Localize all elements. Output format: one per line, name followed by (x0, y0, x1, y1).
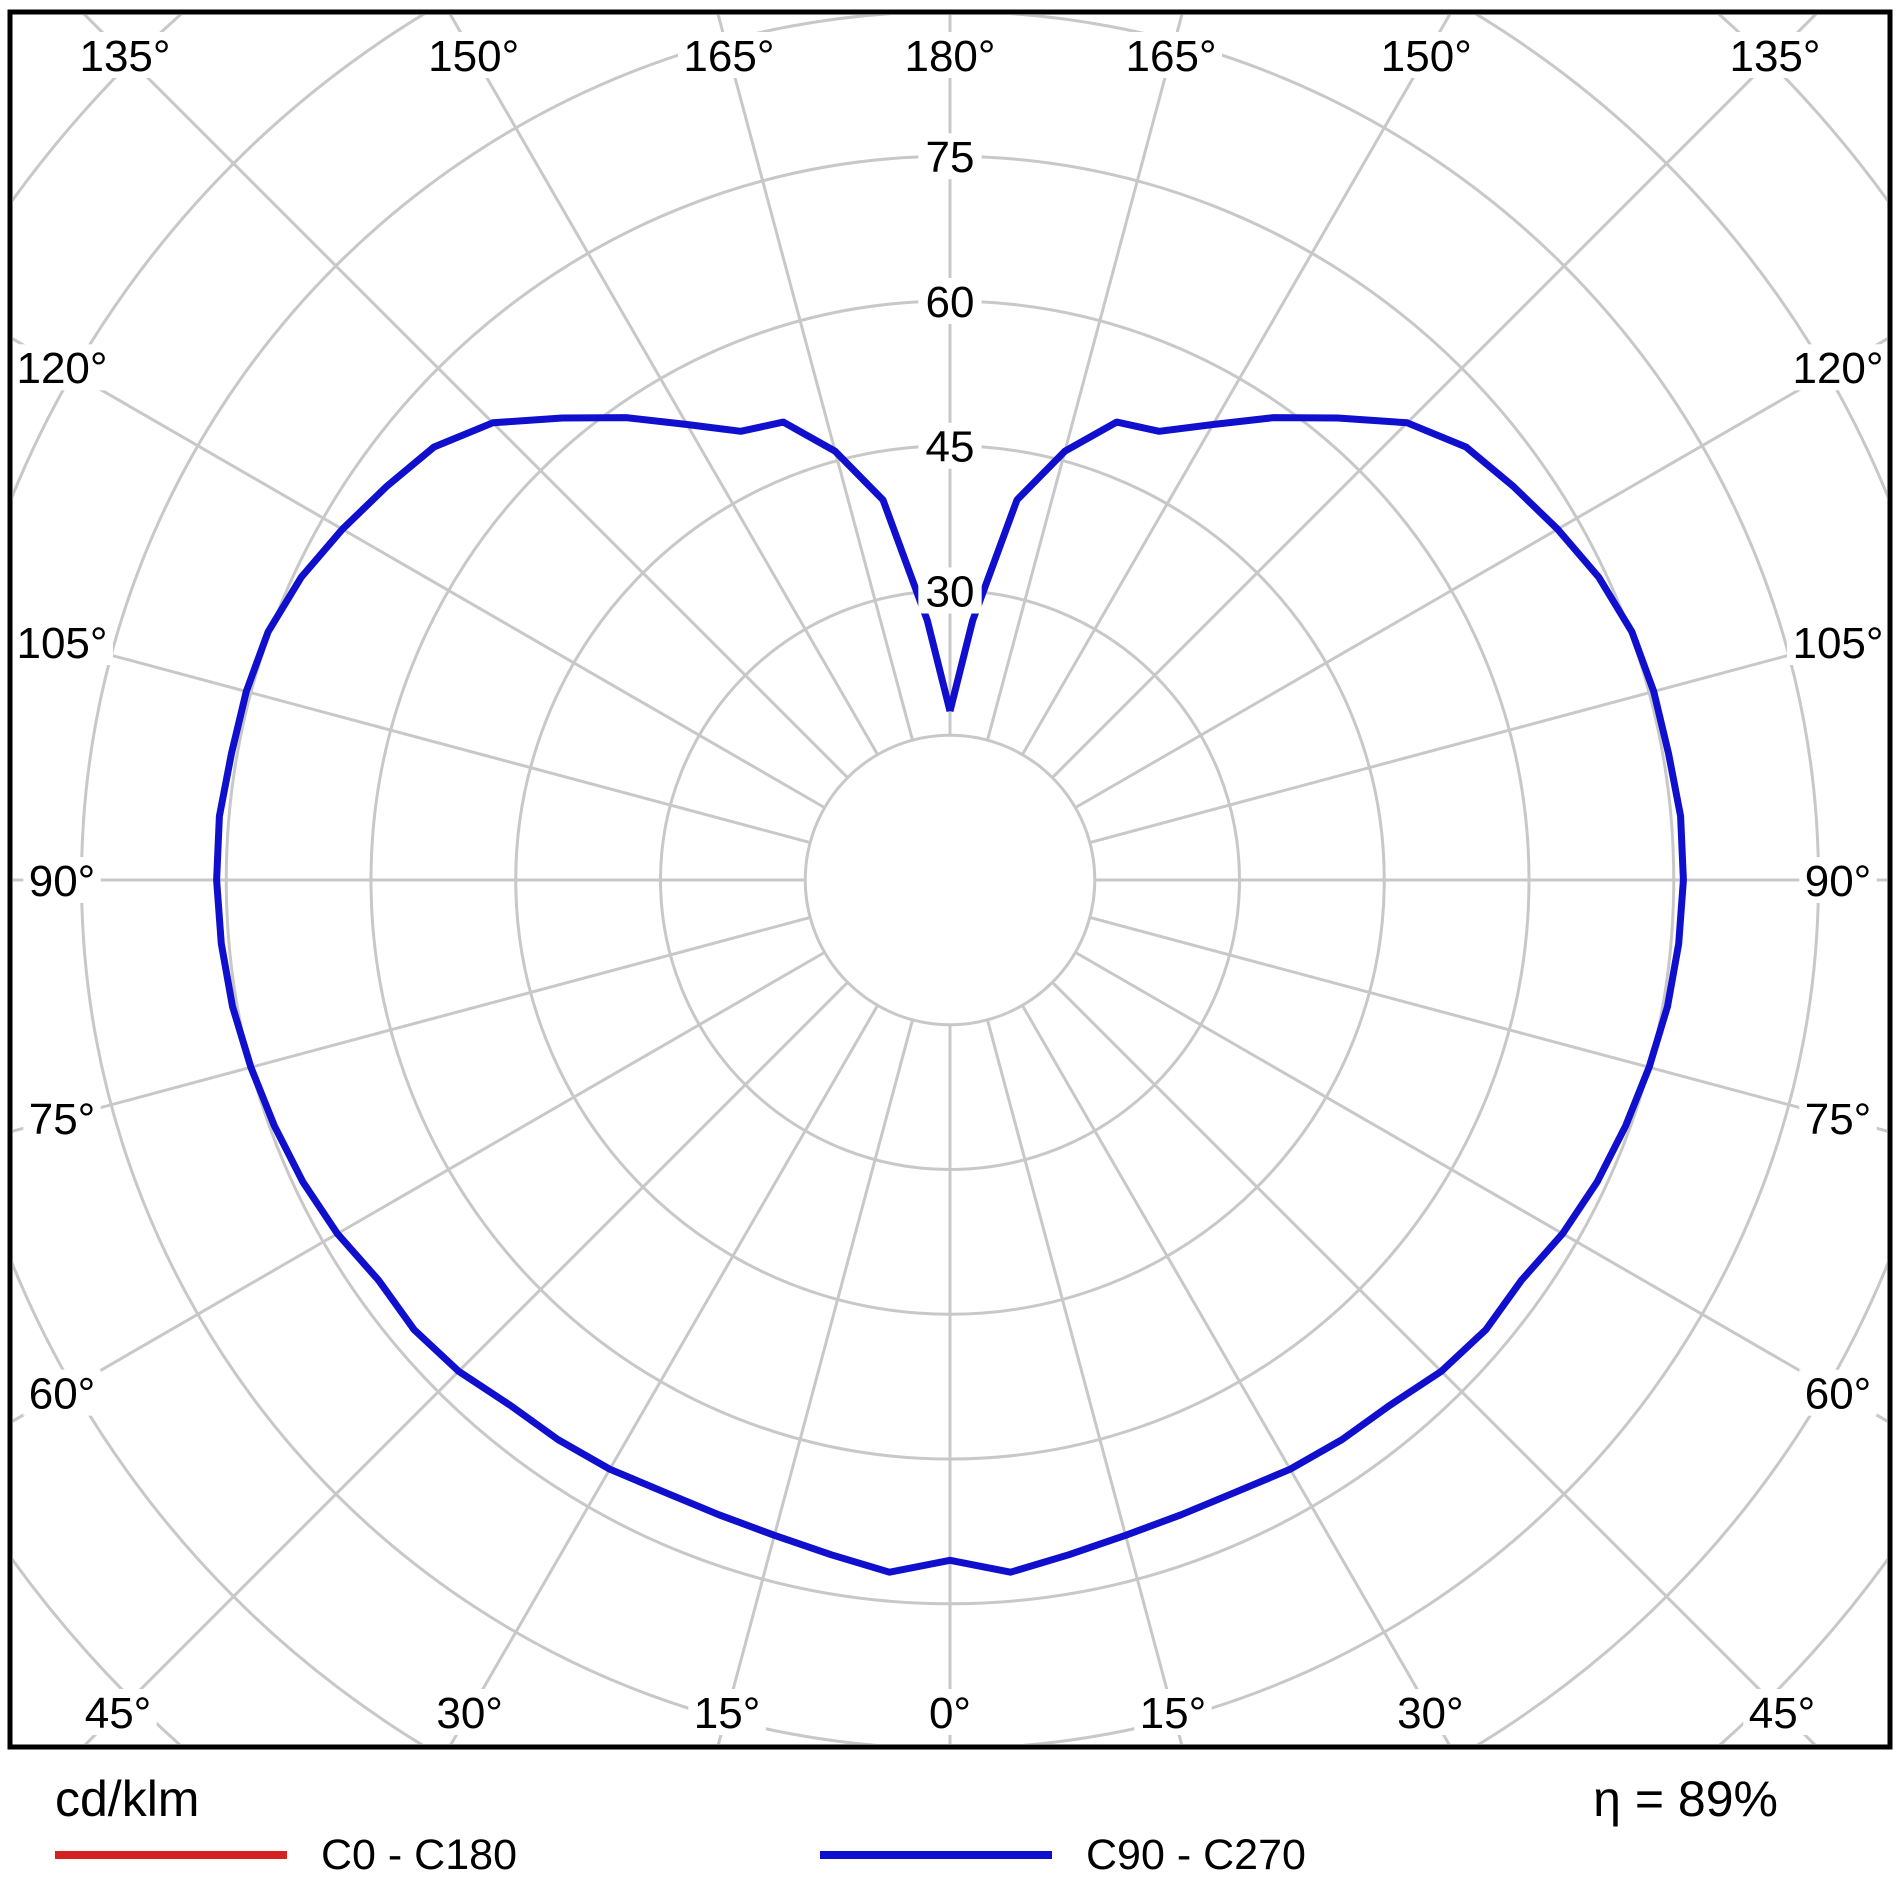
radial-tick-label-45-bg (918, 422, 982, 469)
legend-label-c90-c270: C90 - C270 (1086, 1830, 1306, 1879)
grid-spoke-120 (1074, 337, 1887, 809)
grid-spoke-255 (13, 627, 811, 844)
grid-spoke-150 (1021, 15, 1452, 756)
angle-label-60-right: 60° (1805, 1370, 1872, 1419)
grid-spoke-30 (1021, 1004, 1451, 1744)
grid-spoke-135 (1051, 15, 1818, 779)
angle-label-135-right: 135° (1729, 32, 1820, 81)
grid-spoke-330 (449, 1004, 879, 1744)
grid-spoke-300 (13, 951, 826, 1423)
c90-c270-line-swatch (820, 1851, 1052, 1859)
legend-item-c0-c180: C0 - C180 (55, 1828, 517, 1882)
grid-spoke-345 (716, 1019, 914, 1744)
angle-label-60-right-bg (1799, 1369, 1877, 1416)
angle-label-105-left: 105° (16, 619, 107, 668)
angle-label-150-right-bg (1375, 32, 1478, 78)
angle-label-120-left: 120° (16, 344, 107, 393)
angle-label-45-left: 45° (85, 1689, 152, 1738)
angle-label-135-left: 135° (79, 32, 170, 81)
angle-label-135-right-bg (1724, 32, 1826, 78)
angle-label-75-left-bg (23, 1094, 101, 1141)
angle-label-90-right: 90° (1805, 857, 1872, 906)
grid-spoke-45 (1051, 981, 1817, 1744)
grid-spoke-315 (83, 981, 849, 1744)
angle-label-120-right: 120° (1792, 344, 1883, 393)
angle-label-75-right: 75° (1805, 1095, 1872, 1144)
angle-label-30-left-bg (430, 1689, 509, 1735)
radial-tick-label-75-bg (918, 133, 982, 180)
grid-spoke-210 (448, 15, 879, 756)
radial-tick-label-75: 75 (926, 133, 975, 182)
angle-label-60-left: 60° (29, 1370, 96, 1419)
angle-label-90-left-bg (23, 857, 101, 903)
angle-label-75-right-bg (1799, 1094, 1877, 1141)
radial-tick-label-45: 45 (926, 423, 975, 472)
angle-label-180: 180° (904, 32, 995, 81)
angle-label-0-bg (923, 1689, 977, 1735)
grid-spoke-165 (986, 15, 1184, 741)
legend-item-c90-c270: C90 - C270 (820, 1828, 1306, 1882)
angle-label-30-left: 30° (436, 1689, 503, 1738)
radial-tick-label-60-bg (918, 278, 982, 324)
radial-tick-label-30-bg (918, 567, 982, 614)
angle-label-75-left: 75° (29, 1095, 96, 1144)
angle-label-165-right-bg (1120, 32, 1222, 78)
angle-label-150-left-bg (422, 32, 525, 78)
angle-label-150-left: 150° (428, 32, 519, 81)
angle-label-90-right-bg (1799, 857, 1877, 903)
angle-label-150-right: 150° (1381, 32, 1472, 81)
radial-unit-label: cd/klm (55, 1771, 200, 1827)
grid-spoke-75 (1089, 916, 1887, 1133)
plot-border (7, 9, 1893, 1750)
angle-label-165-right: 165° (1126, 32, 1217, 81)
angle-label-180-bg (899, 32, 1001, 78)
angle-label-165-left-bg (678, 32, 780, 78)
angle-label-90-left: 90° (29, 857, 96, 906)
radial-tick-label-30: 30 (926, 567, 975, 616)
grid-spoke-195 (716, 15, 914, 741)
angle-label-15-right-bg (1134, 1689, 1212, 1735)
grid-spoke-60 (1074, 951, 1887, 1423)
angle-label-45-right: 45° (1749, 1689, 1816, 1738)
angle-label-45-right-bg (1743, 1689, 1821, 1735)
angle-label-120-right-bg (1787, 344, 1889, 391)
c90-c270-curve (213, 414, 1687, 1576)
angle-label-105-right: 105° (1792, 619, 1883, 668)
legend-label-c0-c180: C0 - C180 (321, 1830, 517, 1879)
c0-c180-line-swatch (55, 1851, 287, 1859)
angle-label-15-left-bg (688, 1689, 766, 1735)
axis-labels: 30 45 60 75 0° 15° 15° 30° 30° 45° 45° 60° 60° 75° 75°… (11, 32, 1889, 1738)
angle-label-105-right-bg (1787, 619, 1889, 666)
grid-spoke-240 (13, 337, 826, 809)
angle-label-60-left-bg (23, 1369, 101, 1416)
angle-label-45-left-bg (79, 1689, 157, 1735)
angle-label-105-left-bg (11, 619, 113, 666)
grid-spoke-15 (986, 1019, 1184, 1744)
angle-label-135-left-bg (74, 32, 176, 78)
angle-label-120-left-bg (11, 344, 113, 391)
angle-label-15-right: 15° (1140, 1689, 1207, 1738)
grid-spoke-105 (1089, 627, 1887, 844)
legend: C0 - C180 C90 - C270 (55, 1828, 1555, 1882)
angle-label-0: 0° (929, 1689, 971, 1738)
angle-label-15-left: 15° (694, 1689, 761, 1738)
angle-label-30-right-bg (1391, 1689, 1470, 1735)
grid-spoke-285 (13, 916, 811, 1133)
grid-ring-15 (803, 733, 1097, 1027)
angle-label-30-right: 30° (1397, 1689, 1464, 1738)
efficiency-label: η = 89% (1593, 1771, 1778, 1827)
radial-tick-label-60: 60 (926, 278, 975, 327)
angle-label-165-left: 165° (683, 32, 774, 81)
grid-spoke-225 (82, 15, 849, 779)
